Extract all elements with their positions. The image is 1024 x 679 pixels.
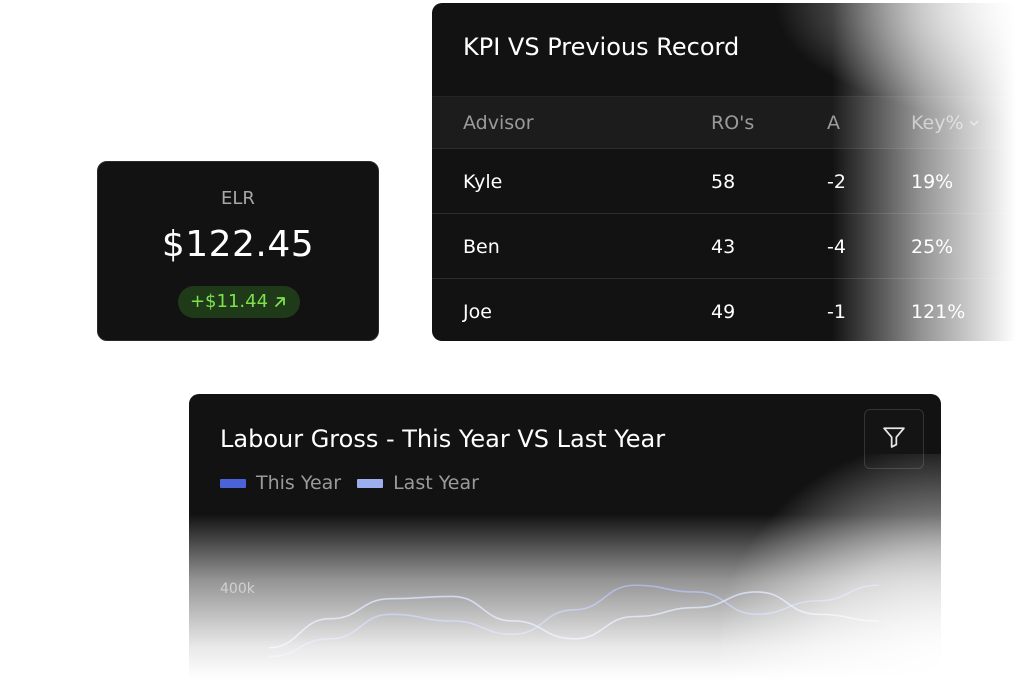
series-line-last-year	[268, 591, 880, 649]
table-row[interactable]: Joe 49 -1 121%	[432, 278, 1024, 341]
a-cell: -4	[827, 235, 846, 258]
chart-legend: This Year Last Year	[220, 472, 479, 494]
table-row[interactable]: Ben 43 -4 25%	[432, 213, 1024, 279]
column-header-key[interactable]: Key%	[911, 112, 980, 134]
ros-cell: 43	[711, 235, 736, 258]
advisor-cell: Ben	[463, 235, 500, 258]
key-cell: 25%	[911, 235, 954, 258]
table-row[interactable]: Kyle 58 -2 19%	[432, 148, 1024, 214]
ros-cell: 49	[711, 300, 736, 323]
key-cell: 19%	[911, 170, 954, 193]
key-cell: 121%	[911, 300, 966, 323]
labour-gross-chart-card: Labour Gross - This Year VS Last Year Th…	[189, 394, 941, 679]
legend-label: This Year	[256, 472, 342, 494]
column-header-a[interactable]: A	[827, 112, 840, 134]
kpi-table-card: KPI VS Previous Record Advisor RO's A Ke…	[432, 3, 1024, 341]
arrow-up-right-icon	[272, 294, 288, 310]
ros-cell: 58	[711, 170, 736, 193]
advisor-cell: Joe	[463, 300, 492, 323]
legend-swatch	[357, 478, 384, 488]
chart-plot-area	[268, 584, 880, 658]
column-header-ros[interactable]: RO's	[711, 112, 755, 134]
elr-label: ELR	[221, 188, 255, 209]
column-header-key-label: Key%	[911, 112, 964, 134]
elr-delta-value: +$11.44	[189, 291, 269, 312]
filter-icon	[880, 423, 908, 455]
elr-card: ELR $122.45 +$11.44	[97, 161, 379, 341]
series-line-this-year	[268, 584, 880, 658]
legend-label: Last Year	[393, 472, 479, 494]
legend-item-last-year[interactable]: Last Year	[357, 472, 479, 494]
chevron-down-icon[interactable]	[968, 112, 980, 134]
legend-swatch	[220, 478, 246, 488]
a-cell: -2	[827, 170, 846, 193]
chart-title: Labour Gross - This Year VS Last Year	[220, 425, 666, 453]
kpi-table-title: KPI VS Previous Record	[463, 33, 740, 61]
legend-item-this-year[interactable]: This Year	[220, 472, 341, 494]
column-header-advisor[interactable]: Advisor	[463, 112, 534, 134]
advisor-cell: Kyle	[463, 170, 503, 193]
table-header: Advisor RO's A Key%	[432, 96, 1024, 149]
a-cell: -1	[827, 300, 846, 323]
y-tick-label: 400k	[220, 581, 255, 597]
elr-value: $122.45	[161, 224, 315, 265]
elr-delta-badge: +$11.44	[178, 286, 300, 318]
